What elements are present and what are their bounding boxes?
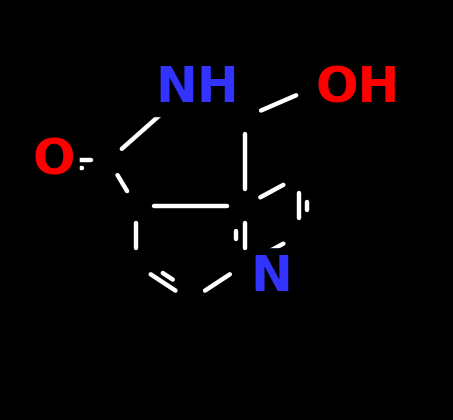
Text: OH: OH (316, 64, 400, 112)
Text: NH: NH (155, 64, 239, 112)
Text: N: N (251, 253, 293, 301)
Text: O: O (32, 136, 75, 184)
